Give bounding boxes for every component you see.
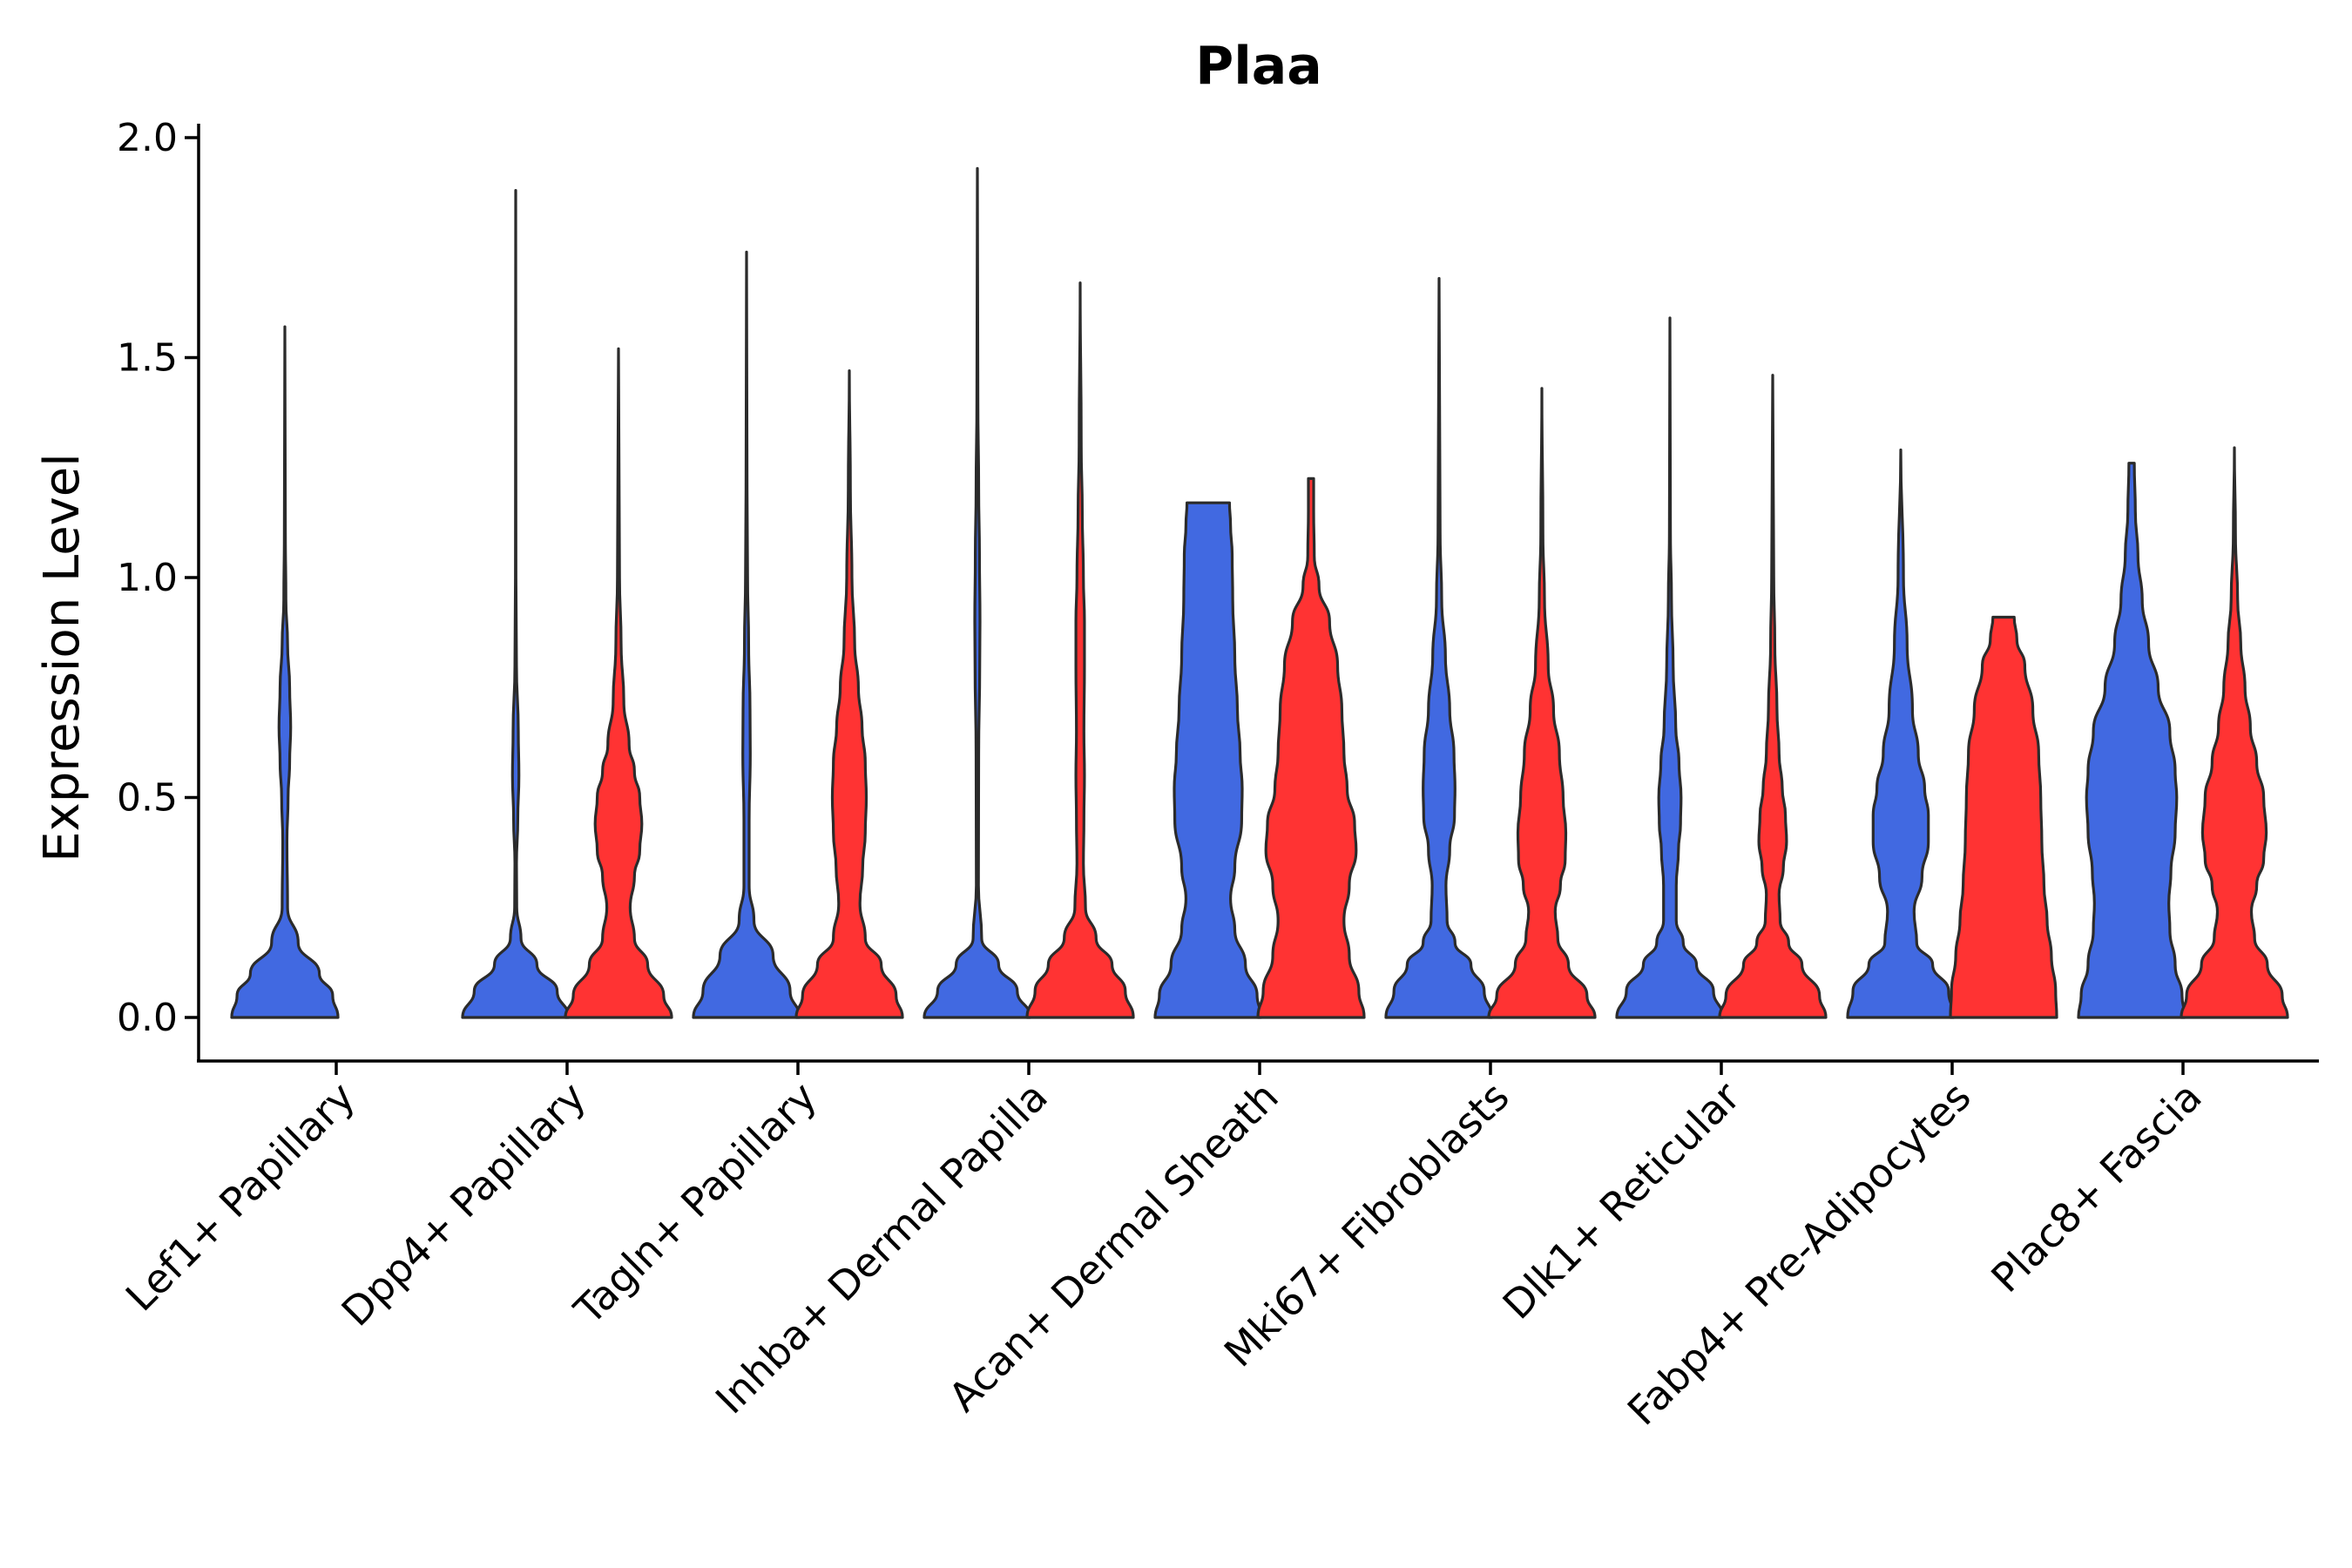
x-tick-label: Tagln+ Papillary [564, 1073, 826, 1335]
violin-group-2-4 [1025, 281, 1135, 1019]
violin-group-1-3 [692, 250, 801, 1019]
y-tick-label: 1.0 [117, 556, 178, 600]
y-tick-label: 0.0 [117, 996, 178, 1040]
violin-group-2-3 [794, 368, 904, 1019]
violin-group-1-7 [1615, 316, 1725, 1019]
chart-title: Plaa [1195, 36, 1322, 97]
violin-group-1-1 [230, 325, 340, 1019]
violin-group-1-9 [2077, 462, 2186, 1019]
violin-group-2-9 [2180, 446, 2289, 1019]
violin-group-1-6 [1384, 277, 1494, 1019]
y-axis-ticks: 0.0 0.5 1.0 1.5 2.0 [117, 116, 199, 1040]
x-tick-label: Dlk1+ Reticular [1494, 1073, 1749, 1328]
violin-group-2-8 [1949, 615, 2058, 1019]
violin-group-2-6 [1487, 387, 1597, 1019]
violins [230, 166, 2289, 1019]
violin-group-1-2 [461, 188, 571, 1019]
violin-group-1-4 [923, 166, 1032, 1019]
y-tick-label: 2.0 [117, 116, 178, 160]
x-tick-label: Lef1+ Papillary [117, 1073, 364, 1321]
y-axis-label: Expression Level [34, 453, 91, 862]
x-tick-label: Plac8+ Fascia [1982, 1073, 2210, 1301]
violin-group-1-5 [1153, 501, 1263, 1019]
violin-group-1-8 [1846, 448, 1956, 1019]
violin-group-2-7 [1718, 374, 1828, 1019]
y-tick-label: 0.5 [117, 776, 178, 821]
x-tick-label: Dpp4+ Papillary [333, 1073, 595, 1335]
violin-group-2-2 [564, 347, 673, 1019]
y-tick-label: 1.5 [117, 336, 178, 381]
violin-group-2-5 [1256, 476, 1366, 1019]
